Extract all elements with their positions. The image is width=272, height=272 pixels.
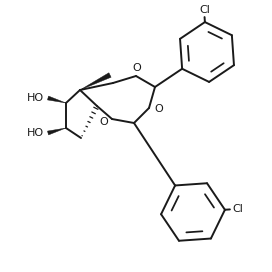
Polygon shape [48, 96, 66, 103]
Text: HO: HO [27, 128, 44, 138]
Text: Cl: Cl [232, 205, 243, 214]
Text: Cl: Cl [199, 5, 210, 15]
Text: O: O [133, 63, 141, 73]
Polygon shape [80, 73, 111, 90]
Text: O: O [99, 117, 108, 127]
Polygon shape [48, 128, 66, 135]
Text: HO: HO [27, 93, 44, 103]
Text: O: O [154, 104, 163, 114]
